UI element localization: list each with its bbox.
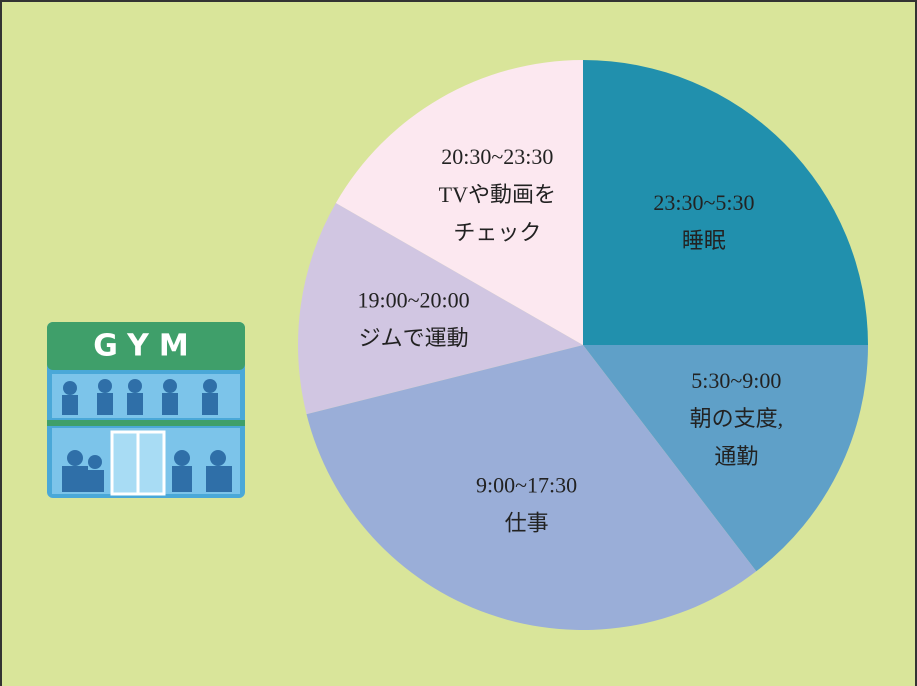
slice-label: チェック <box>453 220 541 245</box>
pie-slice <box>335 60 583 345</box>
pie-slice <box>306 345 757 630</box>
slice-label: 9:00~17:30 <box>476 472 577 497</box>
slice-label: 通勤 <box>714 444 758 469</box>
pie-slice <box>298 203 583 415</box>
slice-label: 仕事 <box>505 510 549 535</box>
slice-label: 睡眠 <box>682 228 726 253</box>
gym-icon: GYM <box>47 322 245 498</box>
pie-slice <box>583 345 869 572</box>
svg-text:GYM: GYM <box>93 329 199 364</box>
slice-label: TVや動画を <box>439 182 556 207</box>
pie-slice <box>583 60 868 345</box>
pie: 23:30~5:30 睡眠 5:30~9:00 朝の支度, 通勤 9:00~17:30 仕事… <box>298 60 869 630</box>
slice-label: ジムで運動 <box>359 325 469 350</box>
slice-label: 朝の支度, <box>690 406 784 431</box>
slice-label: 19:00~20:00 <box>358 287 470 312</box>
slice-label: 5:30~9:00 <box>691 368 781 393</box>
slice-label: 23:30~5:30 <box>653 190 754 215</box>
slice-label: 20:30~23:30 <box>441 144 553 169</box>
